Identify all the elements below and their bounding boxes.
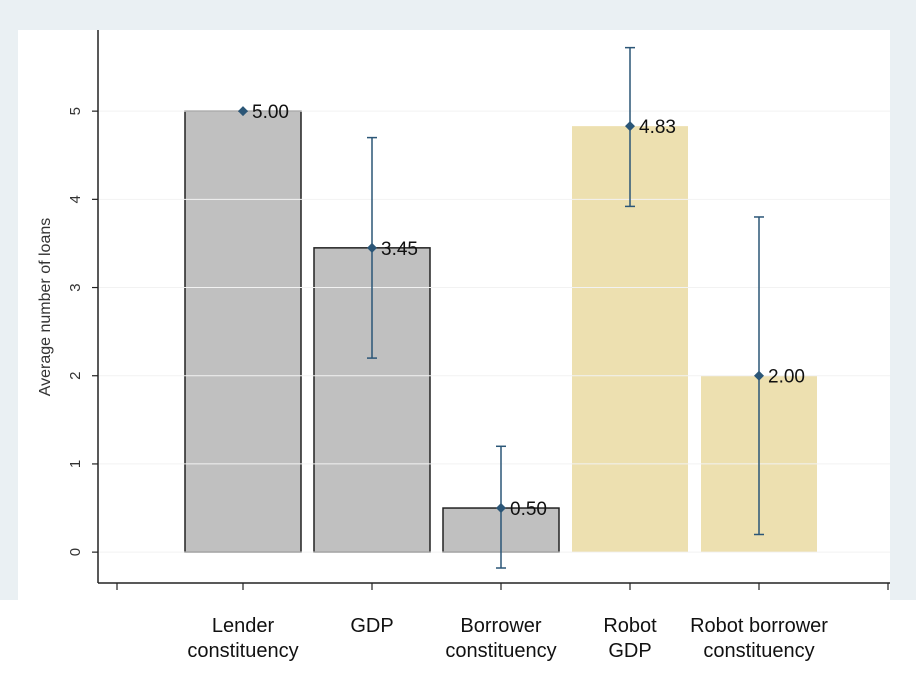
point-marker [367, 242, 377, 253]
y-axis-label: Average number of loans [37, 218, 54, 396]
point-marker [496, 503, 506, 514]
x-tick-label: Robot GDP [603, 615, 657, 662]
x-tick-label: Borrower constituency [445, 615, 556, 662]
x-tick-label: Lender constituency [187, 615, 298, 662]
value-label: 3.45 [381, 239, 418, 260]
y-tick-label: 1 [67, 460, 84, 468]
y-tick-label: 2 [67, 372, 84, 380]
point-marker [754, 370, 764, 381]
value-label: 4.83 [639, 117, 676, 138]
x-tick-label: GDP [350, 615, 393, 637]
y-tick-label: 5 [67, 107, 84, 115]
point-marker [238, 106, 248, 117]
x-tick-label: Robot borrower constituency [690, 615, 828, 662]
value-label: 0.50 [510, 499, 547, 520]
value-label: 5.00 [252, 102, 289, 123]
y-tick-label: 4 [67, 195, 84, 203]
y-tick-label: 3 [67, 283, 84, 291]
value-label: 2.00 [768, 367, 805, 388]
bar [184, 110, 302, 553]
y-tick-label: 0 [67, 548, 84, 556]
point-marker [625, 121, 635, 132]
